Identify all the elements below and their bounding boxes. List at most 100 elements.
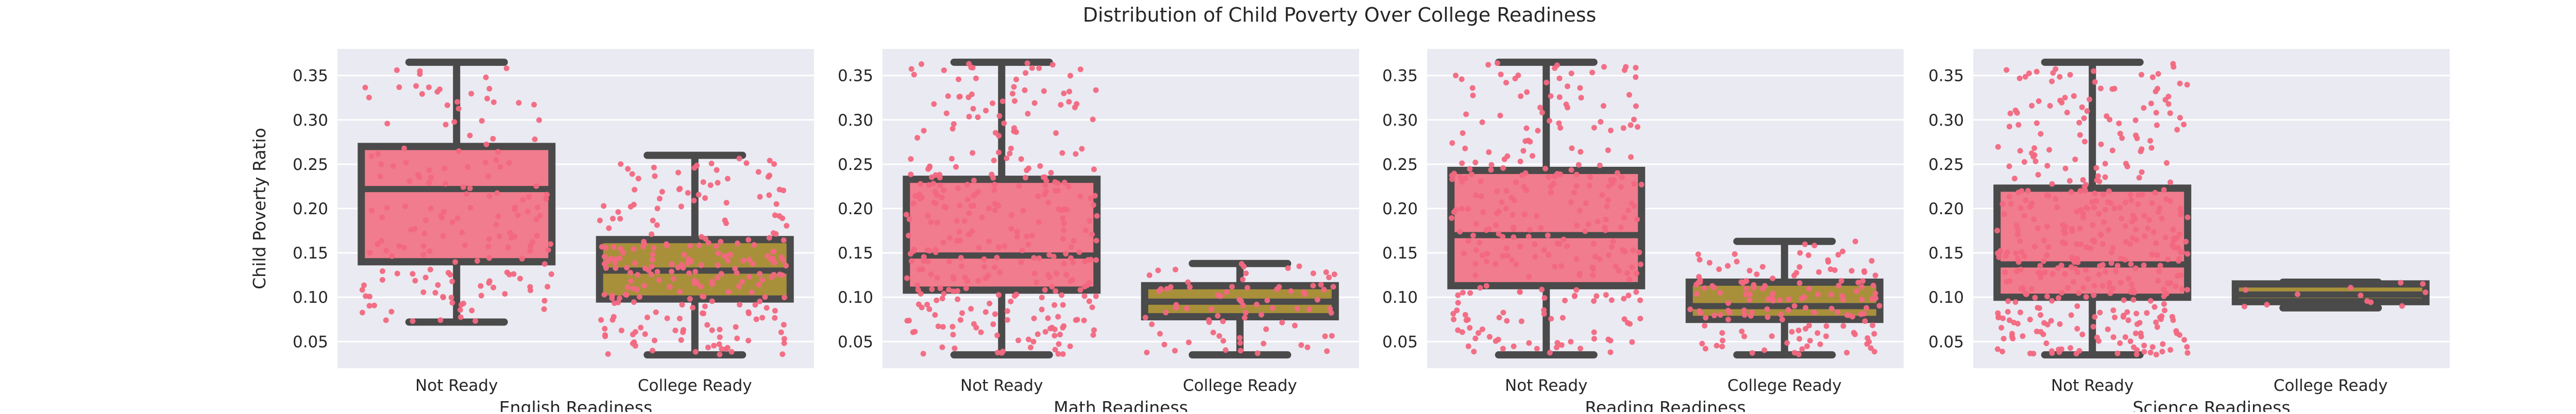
data-point bbox=[1619, 175, 1625, 181]
data-point bbox=[2141, 213, 2147, 219]
x-tick-label: Not Ready bbox=[960, 376, 1043, 395]
data-point bbox=[419, 91, 425, 97]
data-point bbox=[2109, 249, 2115, 255]
data-point bbox=[1613, 264, 1619, 270]
data-point bbox=[981, 264, 988, 270]
data-point bbox=[2038, 131, 2044, 137]
data-point bbox=[950, 288, 956, 295]
data-point bbox=[1748, 313, 1754, 319]
data-point bbox=[1793, 270, 1800, 276]
data-point bbox=[2080, 214, 2086, 220]
data-point bbox=[2011, 319, 2017, 325]
data-point bbox=[677, 185, 683, 192]
data-point bbox=[1067, 343, 1073, 349]
data-point bbox=[534, 233, 540, 239]
data-point bbox=[2175, 273, 2181, 279]
data-point bbox=[1573, 183, 1580, 189]
data-point bbox=[970, 193, 976, 199]
data-point bbox=[483, 74, 489, 80]
data-point bbox=[368, 208, 375, 214]
data-point bbox=[526, 194, 532, 200]
data-point bbox=[2006, 194, 2012, 200]
data-point bbox=[2083, 267, 2089, 273]
data-point bbox=[1725, 300, 1731, 306]
data-point bbox=[2184, 214, 2191, 220]
data-point bbox=[1816, 269, 1822, 275]
data-point bbox=[1628, 122, 1634, 128]
data-point bbox=[1008, 212, 1014, 218]
data-point bbox=[2154, 252, 2160, 258]
data-point bbox=[2085, 275, 2091, 282]
data-point bbox=[422, 274, 429, 281]
data-point bbox=[654, 222, 660, 228]
data-point bbox=[482, 159, 488, 165]
data-point bbox=[676, 289, 683, 295]
data-point bbox=[2149, 251, 2155, 257]
y-tick-label: 0.10 bbox=[1928, 288, 1964, 307]
data-point bbox=[494, 190, 500, 196]
data-point bbox=[1741, 333, 1748, 339]
data-point bbox=[946, 287, 952, 293]
data-point bbox=[1839, 293, 1845, 299]
data-point bbox=[1321, 286, 1327, 292]
data-point bbox=[1011, 125, 1018, 131]
data-point bbox=[779, 215, 786, 221]
data-point bbox=[2038, 312, 2044, 318]
data-point bbox=[394, 270, 400, 277]
data-point bbox=[1840, 248, 1846, 254]
data-point bbox=[2141, 349, 2147, 355]
data-point bbox=[982, 309, 989, 315]
data-point bbox=[1628, 154, 1634, 160]
data-point bbox=[2119, 216, 2125, 222]
data-point bbox=[1605, 252, 1612, 258]
data-point bbox=[606, 225, 612, 231]
data-point bbox=[971, 321, 977, 327]
data-point bbox=[1185, 339, 1192, 346]
data-point bbox=[1500, 309, 1506, 316]
data-point bbox=[2173, 283, 2179, 289]
data-point bbox=[1042, 192, 1048, 198]
data-point bbox=[1496, 315, 1502, 321]
data-point bbox=[2006, 124, 2012, 130]
data-point bbox=[441, 209, 447, 215]
data-point bbox=[1589, 70, 1596, 76]
data-point bbox=[2031, 216, 2037, 222]
data-point bbox=[2122, 223, 2128, 229]
data-point bbox=[1459, 205, 1465, 212]
data-point bbox=[1493, 261, 1499, 267]
data-point bbox=[952, 346, 958, 352]
data-point bbox=[1741, 312, 1748, 318]
data-point bbox=[1601, 64, 1607, 70]
data-point bbox=[1473, 221, 1479, 227]
data-point bbox=[986, 205, 992, 212]
data-point bbox=[2042, 269, 2048, 275]
data-point bbox=[531, 101, 537, 108]
box-not-ready bbox=[358, 143, 556, 266]
data-point bbox=[541, 298, 548, 304]
data-point bbox=[442, 165, 448, 171]
data-point bbox=[2066, 178, 2073, 184]
data-point bbox=[1791, 303, 1798, 309]
data-point bbox=[605, 258, 611, 264]
data-point bbox=[1511, 343, 1517, 350]
data-point bbox=[2092, 191, 2098, 197]
data-point bbox=[934, 219, 940, 226]
data-point bbox=[641, 238, 647, 245]
data-point bbox=[618, 327, 624, 334]
data-point bbox=[2031, 244, 2038, 250]
data-point bbox=[493, 221, 499, 228]
data-point bbox=[917, 267, 923, 273]
data-point bbox=[1258, 312, 1264, 318]
data-point bbox=[485, 173, 492, 179]
data-point bbox=[771, 249, 777, 255]
data-point bbox=[2165, 256, 2171, 263]
data-point bbox=[1637, 316, 1643, 322]
data-point bbox=[1037, 163, 1043, 169]
data-point bbox=[924, 247, 930, 253]
data-point bbox=[1082, 258, 1088, 265]
data-point bbox=[1066, 99, 1072, 105]
data-point bbox=[651, 245, 657, 251]
data-point bbox=[2128, 281, 2134, 287]
data-point bbox=[527, 248, 533, 254]
data-point bbox=[1610, 238, 1616, 245]
